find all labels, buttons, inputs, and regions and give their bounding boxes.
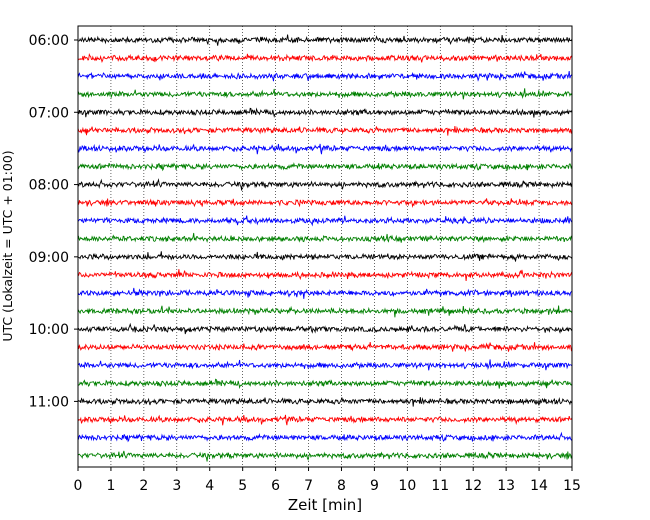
y-tick-label-0700: 07:00 bbox=[29, 105, 69, 121]
trace-1115 bbox=[77, 414, 573, 426]
trace-1000 bbox=[77, 322, 573, 335]
x-tick-label-11: 11 bbox=[431, 478, 449, 494]
x-tick-label-1: 1 bbox=[106, 478, 115, 494]
trace-1100 bbox=[77, 397, 573, 407]
x-tick-label-8: 8 bbox=[337, 478, 346, 494]
trace-1130 bbox=[77, 431, 573, 443]
trace-0900 bbox=[78, 251, 573, 262]
trace-0930 bbox=[77, 287, 573, 299]
trace-0800 bbox=[77, 178, 573, 191]
seismic-traces bbox=[77, 34, 573, 462]
x-tick-label-12: 12 bbox=[464, 478, 482, 494]
y-tick-label-0600: 06:00 bbox=[29, 33, 69, 49]
x-tick-label-0: 0 bbox=[74, 478, 83, 494]
trace-0730 bbox=[77, 143, 573, 155]
trace-0915 bbox=[77, 269, 573, 282]
x-tick-label-4: 4 bbox=[205, 478, 214, 494]
trace-1030 bbox=[77, 359, 573, 371]
trace-1015 bbox=[77, 342, 573, 352]
trace-0745 bbox=[77, 162, 573, 172]
trace-0615 bbox=[77, 52, 573, 64]
x-tick-label-2: 2 bbox=[139, 478, 148, 494]
x-axis-ticks: 0 1 2 3 4 5 6 7 8 9 10 11 12 13 14 15 bbox=[74, 467, 581, 494]
y-tick-label-1100: 11:00 bbox=[29, 394, 69, 410]
y-tick-label-1000: 10:00 bbox=[29, 322, 69, 338]
trace-0600 bbox=[77, 34, 573, 46]
trace-0630 bbox=[77, 71, 573, 82]
plot-area-frame bbox=[77, 25, 573, 468]
x-tick-label-3: 3 bbox=[172, 478, 181, 494]
y-tick-label-0800: 08:00 bbox=[29, 178, 69, 194]
x-tick-label-13: 13 bbox=[497, 478, 515, 494]
x-tick-label-10: 10 bbox=[398, 478, 416, 494]
x-tick-label-15: 15 bbox=[563, 478, 581, 494]
x-tick-label-6: 6 bbox=[271, 478, 280, 494]
y-tick-label-0900: 09:00 bbox=[29, 250, 69, 266]
x-tick-label-7: 7 bbox=[304, 478, 313, 494]
trace-0645 bbox=[77, 88, 573, 100]
trace-1045 bbox=[77, 378, 573, 390]
y-axis-label: UTC (Lokalzeit = UTC + 01:00) bbox=[0, 150, 15, 341]
x-axis-label: Zeit [min] bbox=[288, 496, 362, 514]
x-tick-label-5: 5 bbox=[238, 478, 247, 494]
trace-0830 bbox=[77, 215, 573, 227]
trace-1145 bbox=[77, 450, 573, 462]
x-tick-label-14: 14 bbox=[530, 478, 548, 494]
trace-0945 bbox=[77, 305, 573, 318]
trace-0845 bbox=[77, 232, 573, 244]
x-tick-label-9: 9 bbox=[370, 478, 379, 494]
trace-0715 bbox=[77, 126, 573, 136]
y-axis-ticks: 06:00 07:00 08:00 09:00 10:00 11:00 bbox=[29, 33, 78, 410]
trace-0700 bbox=[77, 107, 573, 118]
trace-0815 bbox=[77, 198, 573, 208]
